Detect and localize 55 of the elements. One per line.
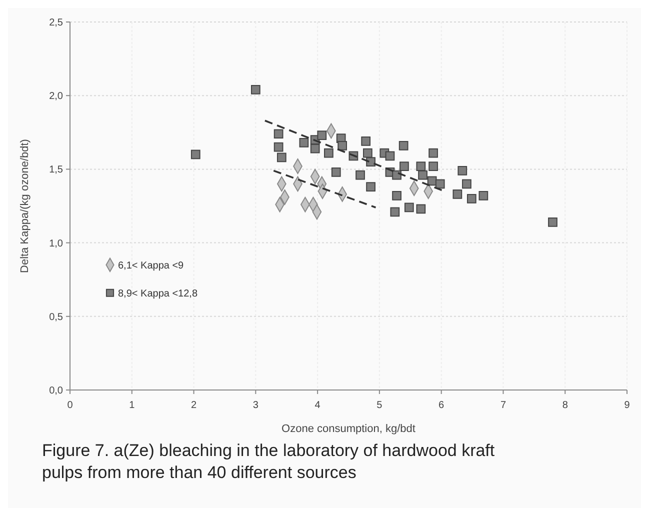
caption: Figure 7. a(Ze) bleaching in the laboratory of hardwood kraft pulps from more than 40 different sources [42,441,495,482]
point [390,207,400,217]
x-tick-label: 7 [500,400,506,411]
point [274,142,284,152]
x-tick-label: 8 [562,400,568,411]
point [385,151,395,161]
point [478,191,488,200]
point [299,138,309,148]
point [462,179,472,189]
point [190,150,200,160]
point [416,204,426,214]
point [276,152,286,162]
y-tick-label: 0,5 [49,312,64,323]
y-tick-label: 1,5 [49,164,64,176]
point [366,182,376,192]
x-tick-label: 4 [314,400,321,411]
point [435,179,445,189]
point [363,148,372,158]
x-tick-label: 1 [129,400,136,411]
y-tick-label: 2,0 [49,91,64,102]
point [361,136,371,146]
y-axis-title: Delta Kappa/(kg ozone/bdt) [19,139,31,273]
point [274,129,284,139]
point [416,162,426,171]
point [404,202,414,212]
point [418,170,428,180]
point [392,191,402,200]
y-tick-label: 1,0 [49,238,64,250]
legend-label: 6,1< Kappa <9 [118,260,184,272]
y-tick-label: 0,0 [49,386,64,396]
point [398,140,408,150]
point [466,194,476,204]
x-tick-label: 6 [438,400,445,411]
x-tick-label: 2 [190,400,197,411]
x-axis-title: Ozone consumption, kg/bdt [282,423,416,435]
y-tick-label: 2,5 [49,18,64,28]
point [392,170,402,180]
point [331,167,341,177]
x-tick-label: 9 [624,400,630,411]
point [458,166,468,176]
point [548,218,558,227]
point [428,148,438,158]
point [324,148,334,158]
point [310,144,320,154]
point [452,190,462,199]
legend-label: 8,9< Kappa <12,8 [118,288,198,300]
point [400,162,409,171]
x-tick-label: 0 [67,400,74,411]
point [428,162,438,171]
point [250,85,260,94]
x-tick-label: 3 [252,400,259,411]
x-tick-label: 5 [376,400,383,411]
point [338,140,347,150]
point [356,170,365,180]
point [317,130,327,140]
